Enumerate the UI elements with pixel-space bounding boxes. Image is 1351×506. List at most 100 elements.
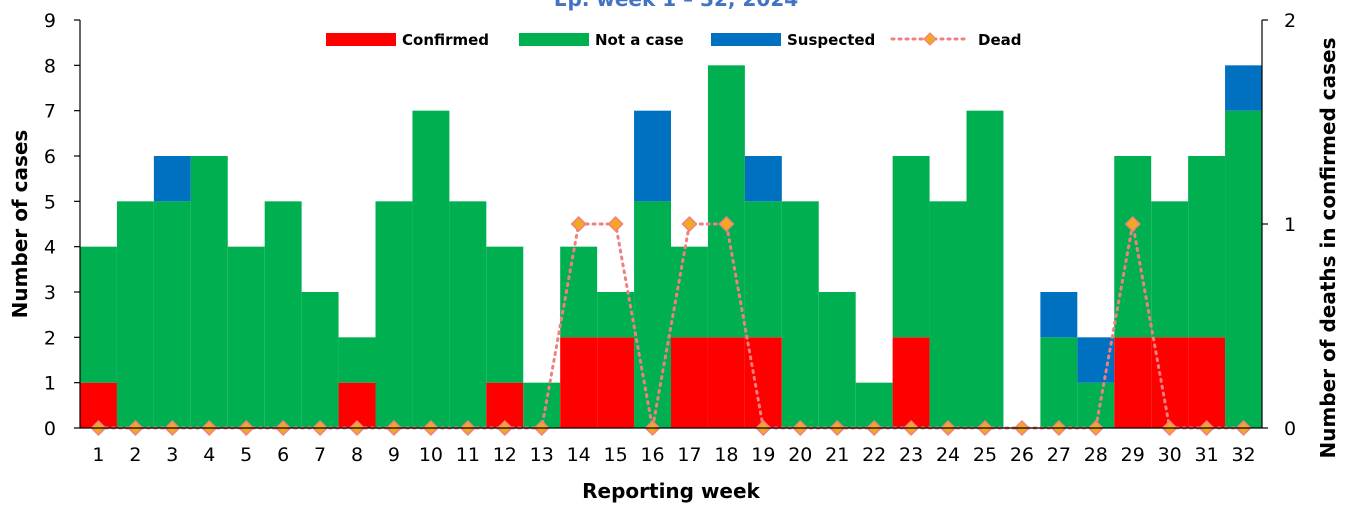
x-tick-label: 8 (351, 444, 363, 466)
x-tick-label: 13 (530, 444, 554, 466)
dead-marker-week-15 (607, 215, 624, 233)
legend: Confirmed Not a case Suspected Dead (326, 31, 1021, 49)
x-tick-label: 30 (1158, 444, 1182, 466)
chart-title: Ep. week 1 – 32, 2024 (554, 0, 798, 11)
y-tick-label: 8 (44, 55, 56, 77)
bar-not-a-case-week-20 (781, 201, 819, 428)
y2-axis-title: Number of deaths in confirmed cases (1316, 38, 1340, 459)
bar-not-a-case-week-7 (301, 292, 339, 428)
y-tick-label: 6 (44, 146, 56, 168)
x-tick-label: 32 (1231, 444, 1255, 466)
x-tick-label: 1 (92, 444, 104, 466)
bar-not-a-case-week-25 (966, 110, 1004, 429)
legend-swatch-confirmed (326, 33, 396, 46)
x-tick-label: 28 (1084, 444, 1108, 466)
y-tick-label: 1 (44, 373, 56, 395)
bar-confirmed-week-14 (560, 337, 598, 428)
x-tick-label: 27 (1047, 444, 1071, 466)
y-tick-label: 5 (44, 191, 56, 213)
x-tick-label: 10 (419, 444, 443, 466)
bar-not-a-case-week-4 (190, 156, 228, 428)
x-tick-label: 18 (714, 444, 738, 466)
bar-not-a-case-week-12 (486, 246, 524, 383)
bar-not-a-case-week-30 (1151, 201, 1189, 338)
legend-label-suspected: Suspected (787, 31, 875, 49)
y-axis-title: Number of cases (8, 130, 32, 319)
legend-label-confirmed: Confirmed (402, 31, 489, 49)
bar-not-a-case-week-6 (264, 201, 302, 428)
x-tick-label: 14 (567, 444, 591, 466)
legend-label-not-a-case: Not a case (595, 31, 684, 49)
x-tick-label: 6 (277, 444, 289, 466)
bar-not-a-case-week-19 (744, 201, 782, 338)
bar-confirmed-week-31 (1188, 337, 1226, 428)
y-tick-label: 4 (44, 237, 56, 259)
bar-not-a-case-week-31 (1188, 156, 1226, 338)
x-tick-label: 3 (166, 444, 178, 466)
bar-not-a-case-week-3 (153, 201, 191, 428)
legend-swatch-not-a-case (519, 33, 589, 46)
bar-not-a-case-week-16 (634, 201, 671, 428)
bar-not-a-case-week-17 (671, 246, 708, 338)
bar-not-a-case-week-10 (412, 110, 450, 429)
bar-confirmed-week-15 (597, 337, 635, 428)
dead-marker-week-17 (681, 215, 698, 233)
bar-not-a-case-week-21 (818, 292, 856, 428)
bars-layer (80, 65, 1262, 429)
bar-confirmed-week-23 (892, 337, 930, 428)
y-tick-label: 9 (44, 10, 56, 32)
bar-confirmed-week-29 (1114, 337, 1152, 428)
y-tick-label: 3 (44, 282, 56, 304)
bar-not-a-case-week-8 (338, 337, 376, 383)
bar-not-a-case-week-9 (375, 201, 413, 428)
legend-swatch-suspected (711, 33, 781, 46)
x-tick-label: 7 (314, 444, 326, 466)
y2-tick-label: 0 (1284, 418, 1296, 440)
dead-marker-week-29 (1124, 215, 1141, 233)
x-tick-label: 21 (825, 444, 849, 466)
bar-suspected-week-19 (744, 156, 782, 202)
x-tick-label: 15 (604, 444, 628, 466)
x-tick-label: 29 (1121, 444, 1145, 466)
x-tick-label: 11 (456, 444, 480, 466)
bar-not-a-case-week-11 (449, 201, 487, 428)
bar-not-a-case-week-27 (1040, 337, 1078, 428)
bar-not-a-case-week-24 (929, 201, 967, 428)
x-tick-label: 12 (493, 444, 517, 466)
x-tick-label: 22 (862, 444, 886, 466)
legend-label-dead: Dead (978, 31, 1021, 49)
bar-not-a-case-week-18 (707, 65, 745, 338)
y-tick-label: 7 (44, 101, 56, 123)
x-tick-label: 9 (388, 444, 400, 466)
y2-tick-label: 1 (1284, 214, 1296, 236)
legend-marker-dead (923, 32, 937, 46)
x-tick-label: 16 (640, 444, 664, 466)
x-tick-label: 26 (1010, 444, 1034, 466)
bar-suspected-week-16 (634, 110, 671, 202)
bar-not-a-case-week-32 (1225, 110, 1262, 429)
x-tick-label: 20 (788, 444, 812, 466)
bar-not-a-case-week-2 (116, 201, 154, 428)
x-tick-label: 17 (677, 444, 701, 466)
x-tick-label: 5 (240, 444, 252, 466)
x-tick-label: 24 (936, 444, 960, 466)
dead-marker-week-18 (718, 215, 735, 233)
bar-not-a-case-week-5 (227, 246, 265, 428)
bar-suspected-week-32 (1225, 65, 1262, 111)
bar-suspected-week-3 (153, 156, 191, 202)
x-tick-label: 2 (129, 444, 141, 466)
x-tick-label: 19 (751, 444, 775, 466)
y-tick-label: 0 (44, 418, 56, 440)
y-tick-label: 2 (44, 327, 56, 349)
x-tick-label: 23 (899, 444, 923, 466)
bar-suspected-week-27 (1040, 292, 1078, 338)
bar-confirmed-week-17 (671, 337, 708, 428)
dead-marker-week-14 (570, 215, 587, 233)
x-tick-label: 31 (1195, 444, 1219, 466)
bar-not-a-case-week-1 (80, 246, 117, 383)
bar-suspected-week-28 (1077, 337, 1115, 383)
bar-confirmed-week-19 (744, 337, 782, 428)
x-tick-label: 25 (973, 444, 997, 466)
